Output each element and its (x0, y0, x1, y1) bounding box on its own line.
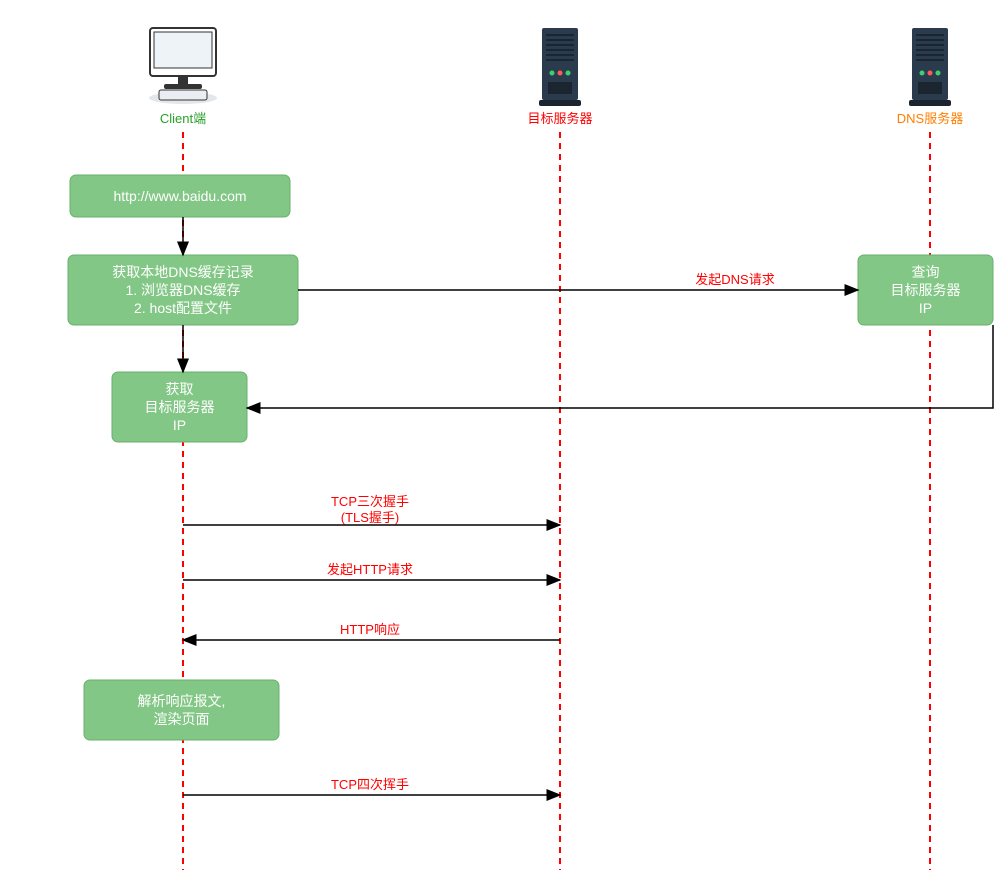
arrow-dns-resp (247, 325, 993, 408)
box-got-ip: 获取目标服务器IP (112, 372, 247, 442)
dns-server-icon (909, 28, 951, 106)
client-icon (149, 28, 217, 104)
dns-server-label: DNS服务器 (897, 111, 963, 126)
label-http-resp: HTTP响应 (340, 622, 400, 637)
label-tcp-close: TCP四次挥手 (331, 777, 409, 792)
client-label: Client端 (160, 111, 206, 126)
box-local-dns: 获取本地DNS缓存记录1. 浏览器DNS缓存2. host配置文件 (68, 255, 298, 325)
box-dns-query: 查询目标服务器IP (858, 255, 993, 325)
label-tcp-hs: TCP三次握手(TLS握手) (331, 494, 409, 525)
sequence-diagram: Client端 目标服务器 DNS服务器 http://www.baidu.co (0, 0, 1008, 878)
box-render: 解析响应报文,渲染页面 (84, 680, 279, 740)
box-url: http://www.baidu.com (70, 175, 290, 217)
target-server-label: 目标服务器 (527, 111, 592, 126)
label-dns-req: 发起DNS请求 (695, 272, 774, 287)
target-server-icon (539, 28, 581, 106)
label-http-req: 发起HTTP请求 (327, 562, 413, 577)
svg-text:http://www.baidu.com: http://www.baidu.com (113, 188, 246, 204)
